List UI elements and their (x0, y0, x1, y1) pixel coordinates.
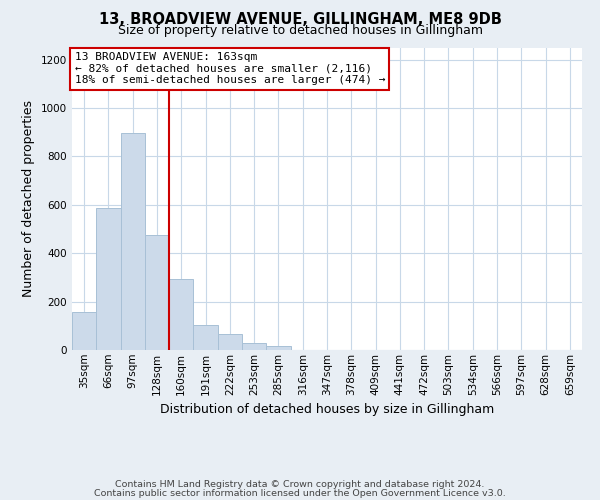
Text: 13 BROADVIEW AVENUE: 163sqm
← 82% of detached houses are smaller (2,116)
18% of : 13 BROADVIEW AVENUE: 163sqm ← 82% of det… (74, 52, 385, 85)
Text: Contains public sector information licensed under the Open Government Licence v3: Contains public sector information licen… (94, 488, 506, 498)
Text: 13, BROADVIEW AVENUE, GILLINGHAM, ME8 9DB: 13, BROADVIEW AVENUE, GILLINGHAM, ME8 9D… (98, 12, 502, 28)
Text: Contains HM Land Registry data © Crown copyright and database right 2024.: Contains HM Land Registry data © Crown c… (115, 480, 485, 489)
Bar (193, 324, 218, 350)
Bar (121, 134, 145, 350)
Bar (266, 346, 290, 350)
X-axis label: Distribution of detached houses by size in Gillingham: Distribution of detached houses by size … (160, 403, 494, 416)
Bar (145, 235, 169, 350)
Bar (242, 343, 266, 350)
Bar (169, 279, 193, 350)
Text: Size of property relative to detached houses in Gillingham: Size of property relative to detached ho… (118, 24, 482, 37)
Bar (218, 334, 242, 350)
Bar (96, 208, 121, 350)
Y-axis label: Number of detached properties: Number of detached properties (22, 100, 35, 297)
Bar (72, 312, 96, 350)
